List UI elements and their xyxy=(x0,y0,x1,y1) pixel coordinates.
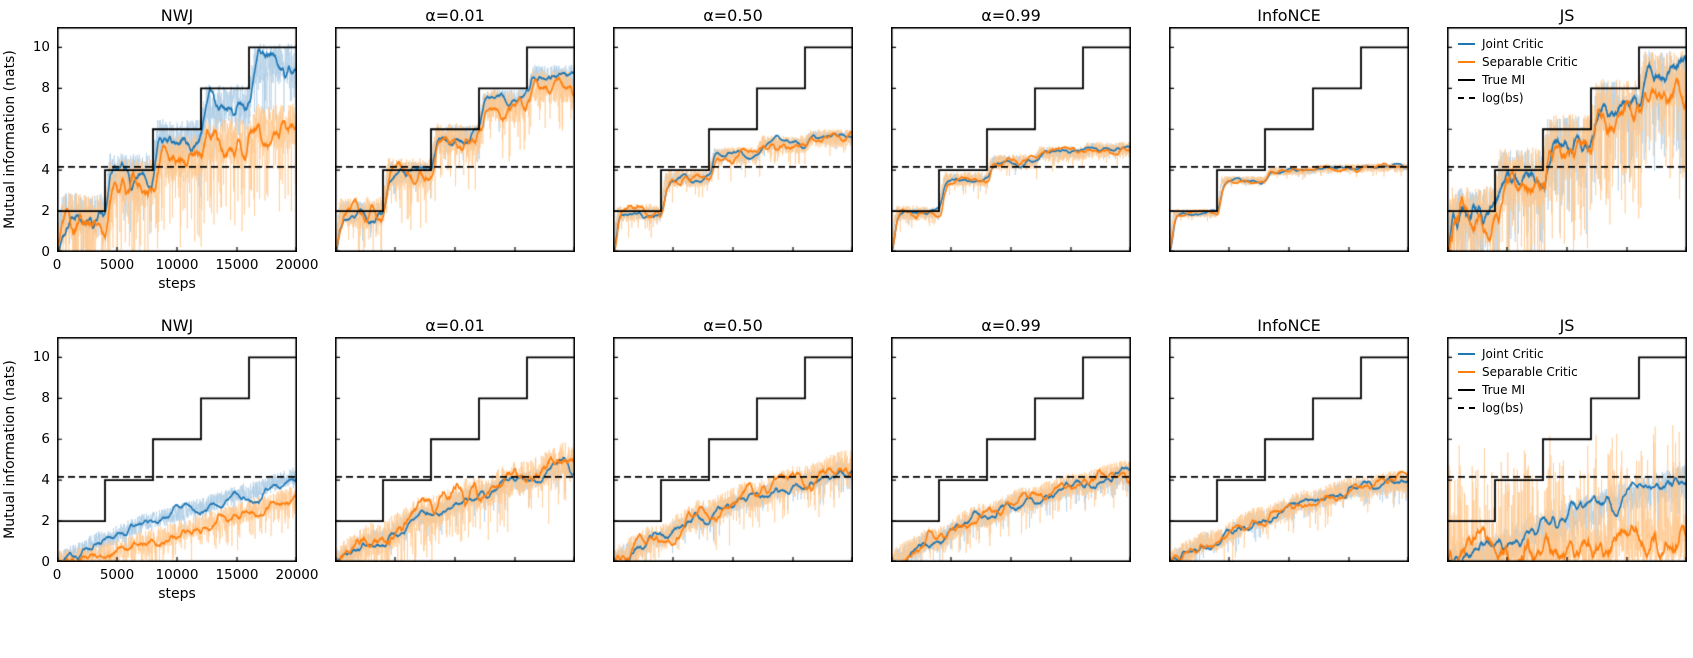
legend-label: log(bs) xyxy=(1482,401,1524,415)
x-axis-label-top: steps xyxy=(158,276,196,292)
x-tick-label: 15000 xyxy=(215,257,259,273)
subplot-title: NWJ xyxy=(160,316,194,335)
y-tick-label: 6 xyxy=(41,121,50,138)
plot-canvas xyxy=(1169,27,1409,252)
y-tick-label: 4 xyxy=(41,472,50,489)
x-tick-label: 10000 xyxy=(155,257,199,273)
legend-label: True MI xyxy=(1482,383,1526,397)
subplot-title: InfoNCE xyxy=(1257,316,1321,335)
y-tick-label: 10 xyxy=(32,349,50,366)
y-tick-label: 2 xyxy=(41,203,50,220)
true-mi-line-swatch xyxy=(1458,79,1475,81)
legend: Joint Critic Separable Critic True MI lo… xyxy=(1453,341,1585,421)
x-axis-label-bottom: steps xyxy=(158,586,196,602)
subplot-title: JS xyxy=(1559,6,1575,25)
separable-critic-line-swatch xyxy=(1458,371,1475,373)
subplot-top-infonce: InfoNCE xyxy=(1169,5,1409,252)
y-tick-label: 6 xyxy=(41,431,50,448)
x-tick-label: 5000 xyxy=(99,567,135,583)
subplot-title: α=0.99 xyxy=(981,6,1041,25)
subplot-title: α=0.50 xyxy=(703,6,763,25)
subplot-title: NWJ xyxy=(160,6,194,25)
plot-canvas xyxy=(335,27,575,252)
legend-label: Separable Critic xyxy=(1482,55,1578,69)
plot-canvas xyxy=(1169,337,1409,562)
x-tick-label: 20000 xyxy=(275,257,319,273)
x-tick-label: 0 xyxy=(52,257,62,273)
y-tick-label: 0 xyxy=(41,554,50,570)
subplot-title: JS xyxy=(1559,316,1575,335)
y-tick-label: 10 xyxy=(32,39,50,56)
plot-canvas xyxy=(335,337,575,562)
subplot-title: α=0.01 xyxy=(425,316,485,335)
subplot-top-alpha-099: α=0.99 xyxy=(891,5,1131,252)
legend-label: Joint Critic xyxy=(1482,347,1544,361)
legend-item-true-mi: True MI xyxy=(1458,381,1578,399)
subplot-title: α=0.99 xyxy=(981,316,1041,335)
y-tick-label: 8 xyxy=(41,80,50,97)
legend-item-separable-critic: Separable Critic xyxy=(1458,53,1578,71)
subplot-bottom-nwj: NWJ xyxy=(57,315,297,562)
subplot-bottom-alpha-099: α=0.99 xyxy=(891,315,1131,562)
subplot-title: InfoNCE xyxy=(1257,6,1321,25)
legend-item-separable-critic: Separable Critic xyxy=(1458,363,1578,381)
true-mi-line-swatch xyxy=(1458,389,1475,391)
y-tick-label: 8 xyxy=(41,390,50,407)
subplot-top-alpha-001: α=0.01 xyxy=(335,5,575,252)
y-tick-label: 2 xyxy=(41,513,50,530)
x-tick-label: 0 xyxy=(52,567,62,583)
y-tick-label: 0 xyxy=(41,244,50,260)
subplot-bottom-alpha-050: α=0.50 xyxy=(613,315,853,562)
subplot-bottom-infonce: InfoNCE xyxy=(1169,315,1409,562)
subplot-bottom-js: JS Joint Critic Separable Critic True MI… xyxy=(1447,315,1687,562)
subplot-title: α=0.01 xyxy=(425,6,485,25)
log-bs-dashed-line-swatch xyxy=(1458,407,1475,409)
subplot-top-nwj: NWJ xyxy=(57,5,297,252)
legend: Joint Critic Separable Critic True MI lo… xyxy=(1453,31,1585,111)
log-bs-dashed-line-swatch xyxy=(1458,97,1475,99)
plot-canvas xyxy=(57,27,297,252)
subplot-top-alpha-050: α=0.50 xyxy=(613,5,853,252)
plot-canvas xyxy=(891,27,1131,252)
plot-canvas xyxy=(891,337,1131,562)
x-tick-label: 10000 xyxy=(155,567,199,583)
x-tick-label: 15000 xyxy=(215,567,259,583)
separable-critic-line-swatch xyxy=(1458,61,1475,63)
x-tick-label: 5000 xyxy=(99,257,135,273)
plot-canvas xyxy=(613,27,853,252)
legend-label: log(bs) xyxy=(1482,91,1524,105)
legend-label: True MI xyxy=(1482,73,1526,87)
legend-item-joint-critic: Joint Critic xyxy=(1458,35,1578,53)
legend-item-true-mi: True MI xyxy=(1458,71,1578,89)
legend-item-joint-critic: Joint Critic xyxy=(1458,345,1578,363)
subplot-bottom-alpha-001: α=0.01 xyxy=(335,315,575,562)
y-tick-label: 4 xyxy=(41,162,50,179)
legend-item-log-bs: log(bs) xyxy=(1458,89,1578,107)
plot-canvas xyxy=(57,337,297,562)
subplot-title: α=0.50 xyxy=(703,316,763,335)
x-tick-label: 20000 xyxy=(275,567,319,583)
joint-critic-line-swatch xyxy=(1458,353,1475,355)
legend-label: Separable Critic xyxy=(1482,365,1578,379)
legend-label: Joint Critic xyxy=(1482,37,1544,51)
subplot-top-js: JS Joint Critic Separable Critic True MI… xyxy=(1447,5,1687,252)
legend-item-log-bs: log(bs) xyxy=(1458,399,1578,417)
plot-canvas xyxy=(613,337,853,562)
joint-critic-line-swatch xyxy=(1458,43,1475,45)
